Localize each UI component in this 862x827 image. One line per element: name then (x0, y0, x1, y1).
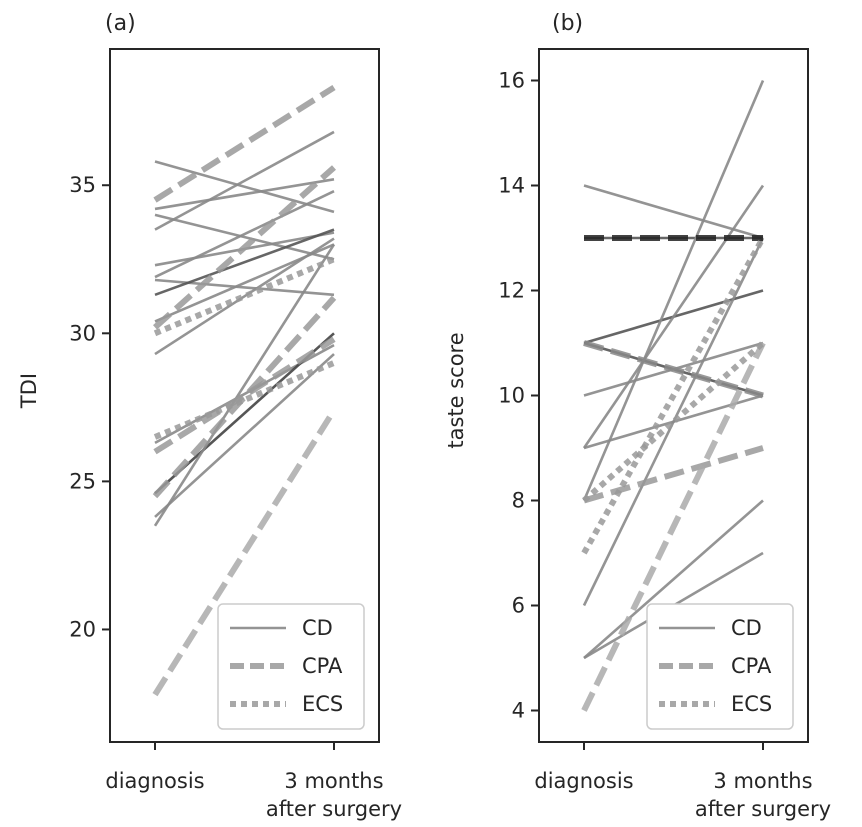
series-line-cd (154, 228, 335, 297)
legend-label-ecs: ECS (302, 692, 343, 716)
series-line-cd (582, 79, 765, 502)
x-tick-label: 3 months after surgery (695, 769, 831, 821)
x-tick-label: diagnosis (534, 769, 633, 793)
series-line-cd (154, 237, 335, 356)
y-tick-label: 10 (498, 384, 525, 408)
y-axis-label: taste score (444, 332, 468, 448)
series-line-cd (154, 130, 335, 231)
y-tick-label: 14 (498, 174, 525, 198)
series-line-cpa (153, 165, 336, 330)
series-line-cd (582, 237, 765, 607)
y-tick-label: 25 (69, 469, 96, 493)
series-lines (581, 79, 766, 712)
y-tick-label: 20 (69, 617, 96, 641)
series-line-cd (154, 178, 335, 211)
series-line-cd (153, 243, 336, 527)
series-line-cpa (581, 341, 766, 712)
legend-label-cd: CD (302, 616, 333, 640)
plot-frame (109, 48, 380, 743)
legend: CD CPA ECS (646, 603, 794, 730)
legend-box (217, 603, 365, 730)
series-line-cpa (153, 84, 336, 203)
legend: CD CPA ECS (217, 603, 365, 730)
x-tick-label: diagnosis (105, 769, 204, 793)
legend-box (646, 603, 794, 730)
series-line-cd (154, 344, 335, 445)
series-line-cd (582, 184, 765, 449)
series-line-cpa (583, 340, 764, 399)
series-line-cd (154, 160, 335, 214)
y-tick-label: 12 (498, 279, 525, 303)
series-line-cd (583, 499, 764, 659)
series-line-ecs (581, 236, 766, 555)
series-line-ecs (582, 340, 765, 503)
series-line-cpa (152, 295, 337, 499)
panel-title: (b) (552, 11, 583, 36)
y-tick-label: 6 (512, 594, 525, 618)
series-line-cpa (153, 336, 336, 455)
panel-a: 20 25 30 35 diagnosis 3 months after surgery (a… (17, 11, 402, 821)
series-line-cd (154, 189, 335, 279)
series-lines (152, 84, 337, 697)
legend-label-cd: CD (731, 616, 762, 640)
panel-title: (a) (105, 11, 136, 36)
legend-label-cpa: CPA (731, 654, 772, 678)
series-line-cd (583, 184, 764, 240)
y-tick-label: 4 (512, 699, 525, 723)
legend-label-ecs: ECS (731, 692, 772, 716)
series-line-cpa (583, 445, 764, 504)
series-line-cd (154, 353, 335, 518)
legend-label-cpa: CPA (302, 654, 343, 678)
panel-b: 4 6 8 10 12 14 16 diagnosis 3 months after surger… (444, 11, 831, 821)
x-tick-label: 3 months after surgery (266, 769, 402, 821)
y-axis-label: TDI (17, 373, 41, 409)
y-tick-label: 30 (69, 321, 96, 345)
y-tick-label: 8 (512, 489, 525, 513)
y-tick-label: 16 (498, 69, 525, 93)
y-tick-label: 35 (69, 173, 96, 197)
series-line-cd (154, 213, 335, 261)
